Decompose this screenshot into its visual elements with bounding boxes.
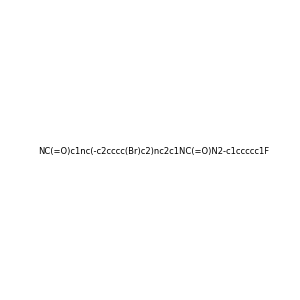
- Text: NC(=O)c1nc(-c2cccc(Br)c2)nc2c1NC(=O)N2-c1ccccc1F: NC(=O)c1nc(-c2cccc(Br)c2)nc2c1NC(=O)N2-c…: [38, 147, 269, 156]
